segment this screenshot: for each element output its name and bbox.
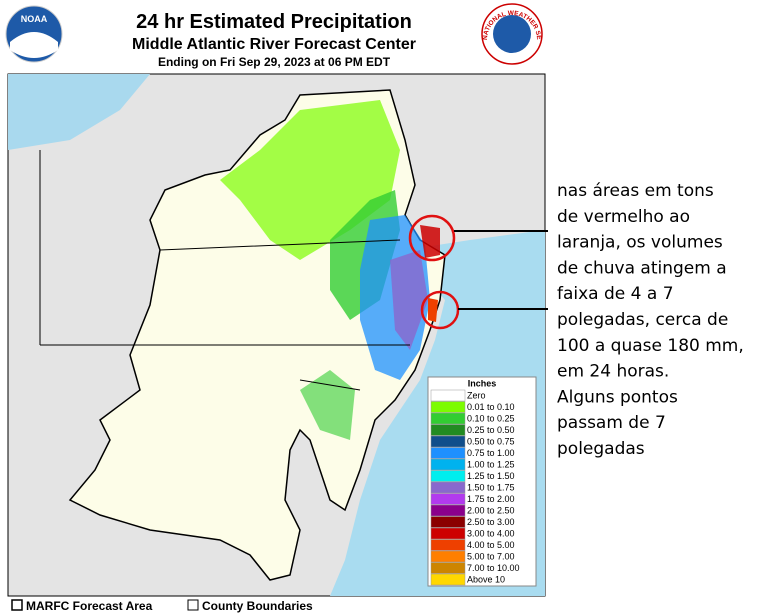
title: 24 hr Estimated Precipitation (136, 11, 412, 33)
footer-label: County Boundaries (202, 599, 313, 613)
legend-label: 0.01 to 0.10 (467, 402, 515, 412)
legend-label: 2.50 to 3.00 (467, 517, 515, 527)
legend-swatch (430, 458, 466, 471)
legend: Inches Zero 0.01 to 0.100.10 to 0.25 0.25 … (427, 376, 537, 587)
annotation-line: laranja, os volumes (557, 233, 723, 253)
legend-swatch (430, 516, 466, 528)
legend-label: 7.00 to 10.00 (467, 563, 520, 573)
legend-label: 5.00 to 7.00 (467, 551, 515, 561)
legend-swatch (430, 435, 466, 448)
annotation-line: de chuva atingem a (557, 258, 727, 278)
subtitle: Middle Atlantic River Forecast Center (132, 36, 416, 53)
state-line (39, 150, 410, 391)
annotation-line: faixa de 4 a 7 (557, 284, 674, 304)
legend-swatch (430, 412, 466, 425)
rain-extreme (428, 298, 438, 322)
legend-label: 0.25 to 0.50 (467, 425, 515, 435)
legend-label: 1.25 to 1.50 (467, 471, 515, 481)
legend-title: Inches (468, 378, 497, 388)
rain-moderate (300, 370, 355, 440)
annotation-line: passam de 7 (557, 413, 666, 433)
legend-label: 1.00 to 1.25 (467, 459, 515, 469)
legend-swatch (430, 562, 466, 574)
legend-swatch (430, 527, 466, 540)
annotation-line: 100 a quase 180 mm, (557, 336, 744, 356)
date-line: Ending on Fri Sep 29, 2023 at 06 PM EDT (158, 55, 391, 69)
footer-box (187, 599, 199, 611)
map (7, 73, 548, 597)
legend-swatch (430, 493, 466, 505)
legend-label: Zero (467, 390, 486, 400)
footer-box (11, 599, 23, 611)
legend-label: 1.75 to 2.00 (467, 494, 515, 504)
legend-swatch (430, 481, 466, 494)
legend-swatch (430, 389, 466, 402)
legend-label: 0.75 to 1.00 (467, 448, 515, 458)
annotation-line: polegadas (557, 439, 645, 459)
highlight-circle (408, 214, 456, 262)
annotation-line: Alguns pontos (557, 387, 678, 407)
legend-swatch (430, 401, 466, 413)
legend-label: 0.50 to 0.75 (467, 436, 515, 446)
legend-label: 2.00 to 2.50 (467, 505, 515, 515)
annotation: nas áreas em tons de vermelho ao laranja, … (557, 181, 744, 459)
legend-swatch (430, 573, 466, 586)
legend-label: 4.00 to 5.00 (467, 540, 515, 550)
legend-label: 1.50 to 1.75 (467, 482, 515, 492)
footer: MARFC Forecast Area County Boundaries (11, 599, 313, 613)
legend-swatch (430, 550, 466, 563)
rain-very-heavy (390, 250, 428, 350)
legend-swatch (430, 470, 466, 482)
logo-text: NOAA (21, 14, 48, 24)
legend-swatch (430, 504, 466, 517)
legend-label: 0.10 to 0.25 (467, 413, 515, 423)
noaa-logo: NOAA (5, 5, 63, 63)
legend-label: 3.00 to 4.00 (467, 528, 515, 538)
annotation-line: em 24 horas. (557, 362, 669, 382)
legend-swatch (430, 539, 466, 551)
logo-wave (10, 32, 58, 58)
logo-inner (493, 15, 531, 53)
legend-label: Above 10 (467, 574, 505, 584)
rain-extreme (420, 225, 440, 258)
annotation-line: nas áreas em tons (557, 181, 714, 201)
annotation-line: de vermelho ao (557, 207, 690, 227)
legend-swatch (430, 424, 466, 436)
lake (8, 74, 150, 150)
footer-label: MARFC Forecast Area (26, 599, 153, 613)
legend-swatch (430, 447, 466, 459)
annotation-line: polegadas, cerca de (557, 310, 728, 330)
